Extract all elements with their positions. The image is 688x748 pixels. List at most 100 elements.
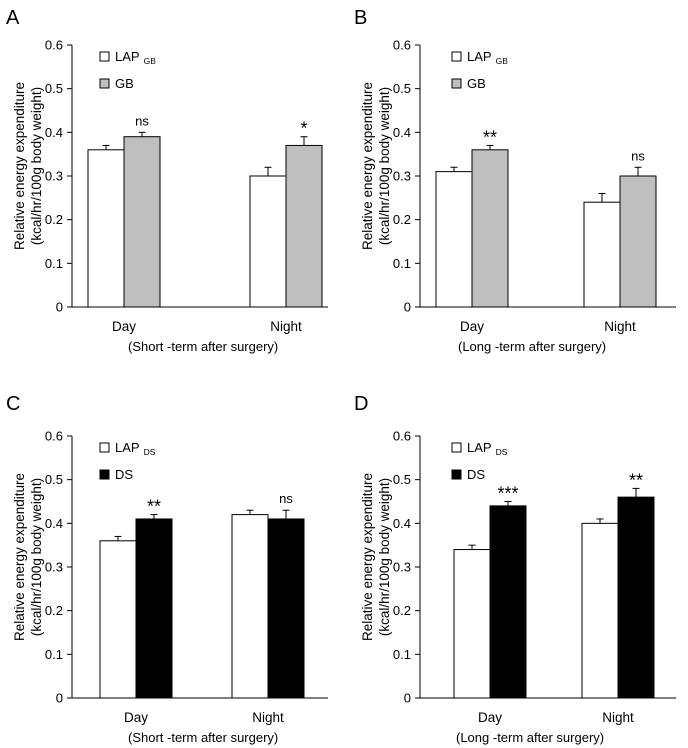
y-axis-label-line: (kcal/hr/100g body weight) — [29, 87, 44, 245]
y-axis-label-line: Relative energy expenditure — [12, 473, 27, 641]
x-axis-label: (Long -term after surgery) — [458, 339, 606, 354]
y-tick-label: 0.2 — [393, 212, 411, 227]
legend-label-subscript: DS — [496, 447, 508, 457]
legend-label: DS — [467, 467, 485, 482]
bar-c-night-lap — [231, 514, 269, 699]
legend-label-subscript: DS — [144, 447, 156, 457]
y-tick-label: 0.1 — [45, 647, 63, 662]
y-tick-label: 0.3 — [393, 560, 411, 575]
y-tick-label: 0 — [404, 691, 411, 706]
y-axis-label-line: (kcal/hr/100g body weight) — [377, 478, 392, 636]
y-axis-label-line: Relative energy expenditure — [12, 82, 27, 250]
bar-a-day-lap — [87, 149, 125, 308]
legend-label-main: LAP — [467, 49, 492, 64]
significance-label: * — [300, 119, 307, 139]
y-tick-label: 0.4 — [45, 516, 63, 531]
y-tick-label: 0 — [56, 691, 63, 706]
y-tick-label: 0.1 — [45, 256, 63, 271]
legend-label: LAP DS — [115, 440, 156, 457]
x-axis-label: (Short -term after surgery) — [128, 730, 278, 745]
y-tick-label: 0.2 — [45, 212, 63, 227]
y-tick-label: 0.5 — [45, 472, 63, 487]
x-category-label: Night — [270, 319, 302, 334]
y-tick-label: 0.5 — [393, 472, 411, 487]
legend-swatch — [99, 51, 110, 62]
y-axis-label: Relative energy expenditure (kcal/hr/100g… — [360, 82, 392, 250]
bar-b-day-lap — [435, 171, 473, 308]
panel-letter: B — [354, 7, 367, 29]
significance-label: ** — [147, 497, 161, 517]
legend-label-subscript: GB — [144, 56, 157, 66]
legend-label-main: DS — [115, 467, 133, 482]
x-category-label: Night — [604, 319, 636, 334]
y-tick-label: 0.3 — [393, 169, 411, 184]
legend-label-main: DS — [467, 467, 485, 482]
y-tick-label: 0.5 — [45, 81, 63, 96]
x-category-label: Day — [112, 319, 136, 334]
legend-label-main: LAP — [115, 49, 140, 64]
x-category-label: Night — [252, 710, 284, 725]
y-tick-label: 0.4 — [45, 125, 63, 140]
legend-swatch — [451, 469, 462, 480]
bar-b-night-surgery — [619, 175, 657, 308]
panel-d: D 0 0.1 0.2 0.3 0.4 0.5 0.6 Relative energy expe… — [354, 393, 676, 745]
panel-letter: C — [6, 393, 20, 415]
bar-d-day-lap — [453, 549, 491, 699]
legend-swatch — [451, 78, 462, 89]
significance-label: ns — [631, 148, 645, 163]
bar-b-night-lap — [583, 201, 621, 308]
legend-label-main: GB — [115, 76, 134, 91]
legend-label: LAP DS — [467, 440, 508, 457]
y-axis-label: Relative energy expenditure (kcal/hr/100g… — [12, 473, 44, 641]
x-category-label: Day — [460, 319, 484, 334]
significance-label: ** — [629, 470, 643, 490]
bar-d-night-lap — [581, 522, 619, 699]
y-tick-label: 0 — [56, 300, 63, 315]
legend-swatch — [99, 78, 110, 89]
legend-swatch — [99, 442, 110, 453]
legend-label: LAP GB — [467, 49, 508, 66]
bar-c-day-lap — [99, 540, 137, 699]
y-tick-label: 0.2 — [45, 603, 63, 618]
y-tick-label: 0.3 — [45, 560, 63, 575]
y-tick-label: 0.6 — [45, 429, 63, 444]
legend-label-main: GB — [467, 76, 486, 91]
significance-label: ns — [135, 113, 149, 128]
panel-b: B 0 0.1 0.2 0.3 0.4 0.5 0.6 Relative energy expe… — [354, 7, 676, 354]
y-tick-label: 0.4 — [393, 125, 411, 140]
x-axis-label: (Short -term after surgery) — [128, 339, 278, 354]
bar-a-night-surgery — [285, 144, 323, 308]
y-axis-label-line: Relative energy expenditure — [360, 82, 375, 250]
significance-label: ** — [483, 127, 497, 147]
y-tick-label: 0.4 — [393, 516, 411, 531]
y-tick-label: 0.3 — [45, 169, 63, 184]
bar-c-day-surgery — [135, 518, 173, 699]
significance-label: *** — [497, 484, 518, 504]
legend-label: LAP GB — [115, 49, 156, 66]
x-axis-label: (Long -term after surgery) — [456, 730, 604, 745]
legend-label: GB — [115, 76, 134, 91]
panel-c: C 0 0.1 0.2 0.3 0.4 0.5 0.6 Relative energy expe… — [6, 393, 328, 745]
y-tick-label: 0.6 — [393, 38, 411, 53]
bar-d-night-surgery — [617, 496, 655, 699]
bar-b-day-surgery — [471, 149, 509, 308]
y-axis-label: Relative energy expenditure (kcal/hr/100g… — [12, 82, 44, 250]
legend-label-subscript: GB — [496, 56, 509, 66]
y-axis-label-line: (kcal/hr/100g body weight) — [29, 478, 44, 636]
y-tick-label: 0 — [404, 300, 411, 315]
x-category-label: Night — [602, 710, 634, 725]
y-tick-label: 0.5 — [393, 81, 411, 96]
x-category-label: Day — [124, 710, 148, 725]
y-axis-label: Relative energy expenditure (kcal/hr/100g… — [360, 473, 392, 641]
significance-label: ns — [279, 491, 293, 506]
panel-letter: D — [354, 393, 368, 415]
y-axis-label-line: Relative energy expenditure — [360, 473, 375, 641]
legend-swatch — [451, 442, 462, 453]
legend-swatch — [99, 469, 110, 480]
legend-label-main: LAP — [467, 440, 492, 455]
bar-d-day-surgery — [489, 505, 527, 699]
y-tick-label: 0.2 — [393, 603, 411, 618]
legend-label: DS — [115, 467, 133, 482]
y-tick-label: 0.6 — [45, 38, 63, 53]
